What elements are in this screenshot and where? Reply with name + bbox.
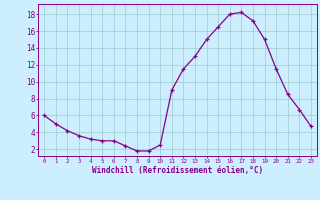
X-axis label: Windchill (Refroidissement éolien,°C): Windchill (Refroidissement éolien,°C) (92, 166, 263, 175)
